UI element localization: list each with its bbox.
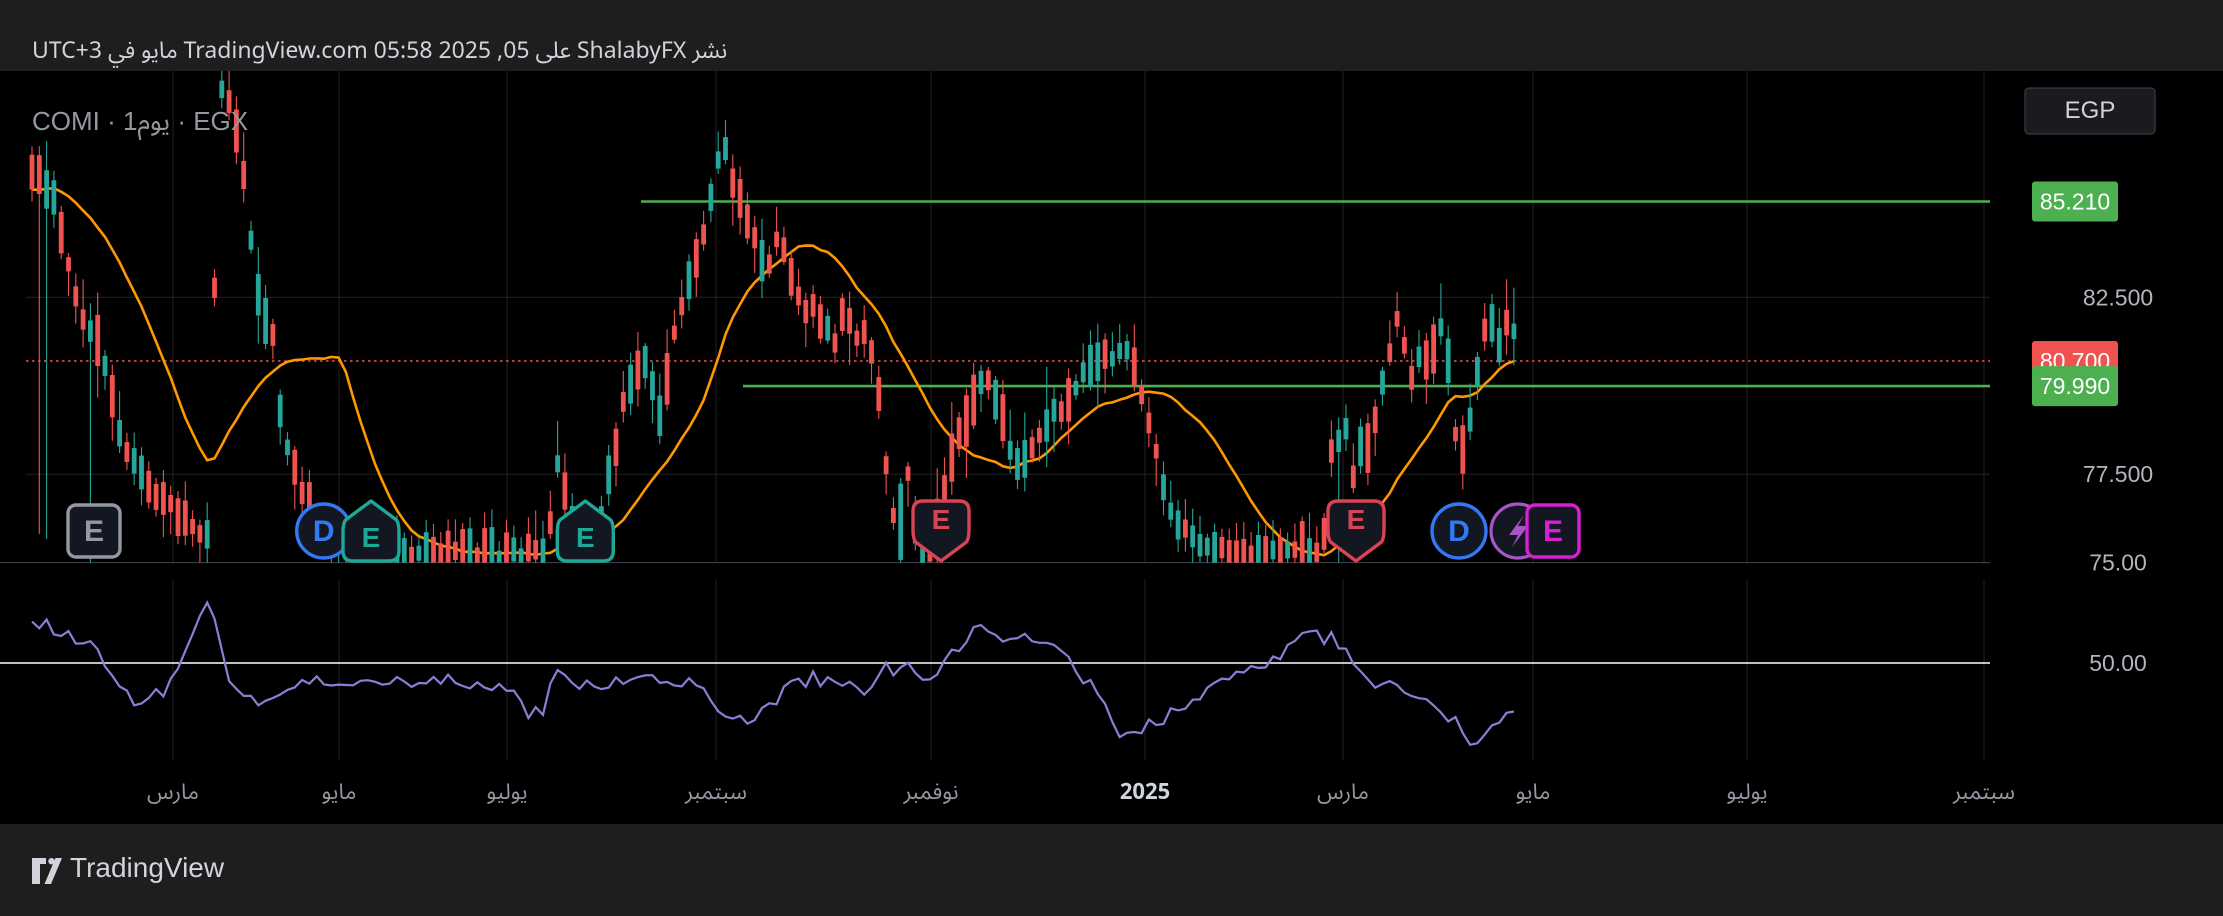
svg-text:D: D <box>313 515 335 548</box>
svg-text:82.500: 82.500 <box>2083 284 2153 310</box>
svg-text:E: E <box>1347 504 1366 535</box>
svg-text:E: E <box>84 515 104 548</box>
svg-text:E: E <box>576 522 595 553</box>
svg-text:77.500: 77.500 <box>2083 461 2153 487</box>
svg-text:79.990: 79.990 <box>2040 373 2110 399</box>
svg-text:EGP: EGP <box>2065 97 2116 124</box>
svg-text:E: E <box>1543 515 1563 548</box>
svg-text:E: E <box>932 504 951 535</box>
svg-text:E: E <box>362 522 381 553</box>
svg-text:75.00: 75.00 <box>2089 550 2147 576</box>
svg-text:85.210: 85.210 <box>2040 189 2110 215</box>
svg-text:50.00: 50.00 <box>2089 650 2147 676</box>
svg-text:D: D <box>1448 515 1470 548</box>
